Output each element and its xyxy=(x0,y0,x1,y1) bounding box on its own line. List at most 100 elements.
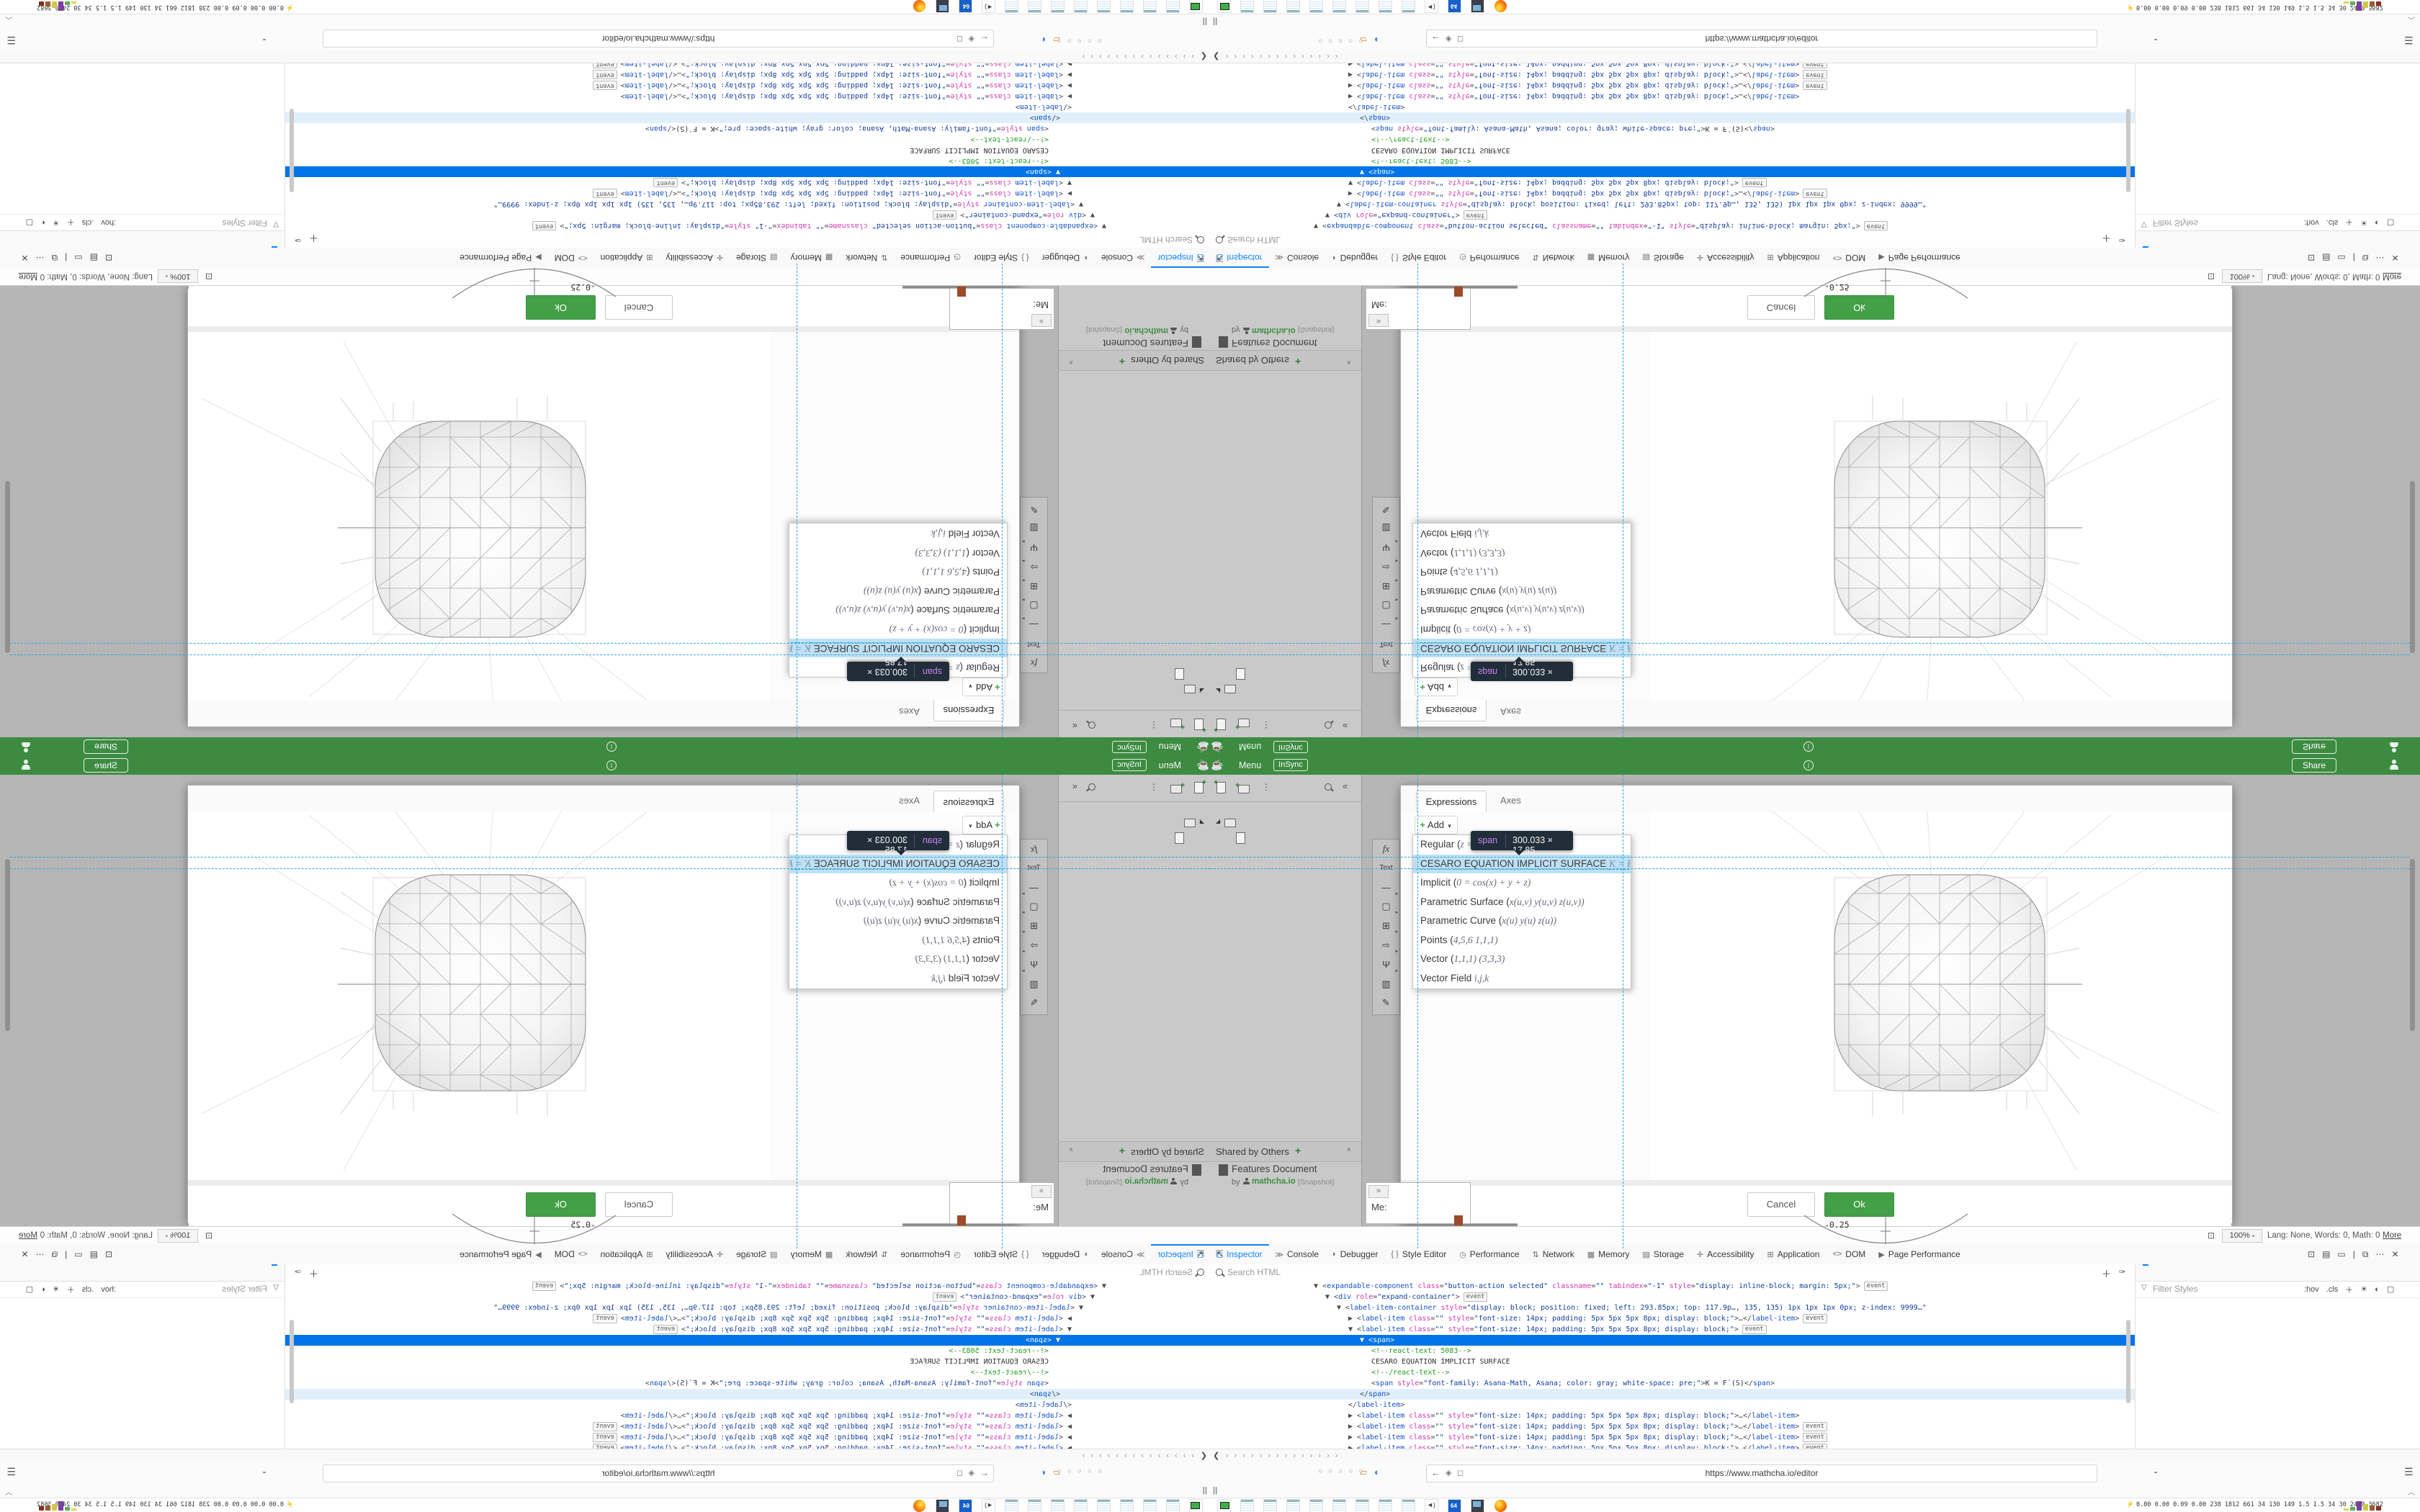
taskbar-app-icon[interactable] xyxy=(1217,0,1231,14)
breadcrumb-item[interactable] xyxy=(1332,1452,1338,1460)
devtools-toolbar-icon[interactable]: ⧉ xyxy=(2362,1248,2369,1259)
html-tree-row[interactable]: ▶ <label-item class="" style="font-size:… xyxy=(285,1443,1210,1449)
html-tree-row[interactable]: ▶ <label-item class="" style="font-size:… xyxy=(285,80,1210,91)
tab-expressions[interactable]: Expressions xyxy=(1416,791,1487,813)
devtools-toolbar-icon[interactable]: ✕ xyxy=(2391,1249,2399,1259)
eyedropper-icon[interactable]: ✑ xyxy=(294,1268,301,1277)
breadcrumb-item[interactable] xyxy=(1099,52,1105,60)
tree-document-icon[interactable] xyxy=(1175,668,1184,680)
chevron-up-icon[interactable]: ︿ xyxy=(5,15,12,23)
lock-icon[interactable]: ◻ xyxy=(1457,1469,1464,1477)
html-tree-row[interactable]: CESARO EQUATION IMPLICIT SURFACE xyxy=(910,1358,1049,1366)
html-tree-row[interactable]: ▶ <label-item class="" style="font-size:… xyxy=(1210,188,2135,199)
tracking-shield-icon[interactable]: ◈ xyxy=(1446,1469,1452,1477)
share-button[interactable]: Share xyxy=(2292,758,2336,773)
html-tree-row[interactable]: ▼ <span> xyxy=(1210,166,2135,177)
devtools-tab[interactable]: ⇅ Network xyxy=(1532,1249,1574,1259)
tool-button[interactable]: ⇨ ▸ xyxy=(1022,939,1038,954)
tree-document-icon[interactable] xyxy=(1236,668,1245,680)
devtools-toolbar-icon[interactable]: ▭ xyxy=(2337,1249,2346,1259)
taskbar-app-icon[interactable] xyxy=(959,1498,972,1512)
rules-toolbar-button[interactable]: :hov xyxy=(2304,1284,2319,1294)
breadcrumb-item[interactable] xyxy=(1290,52,1296,60)
devtools-tab[interactable]: ✛ Accessibility xyxy=(666,253,724,263)
shared-by-others-header[interactable]: Shared by Others + « xyxy=(1059,1141,1210,1162)
tree-scrollbar[interactable] xyxy=(290,109,294,192)
devtools-tab[interactable]: ▦ Memory xyxy=(790,253,833,263)
html-tree-row[interactable]: ▶ <label-item class="" style="font-size:… xyxy=(285,188,1210,199)
breadcrumb-scroll-left-icon[interactable]: ❮ xyxy=(1213,52,1220,60)
breadcrumb-item[interactable] xyxy=(1240,1452,1245,1460)
shared-by-others-header[interactable]: Shared by Others + « xyxy=(1210,1141,1361,1162)
doc-author[interactable]: mathcha.io xyxy=(1124,326,1168,335)
html-tree-row[interactable]: ▼ <label-item-container style="display: … xyxy=(493,200,1083,208)
doc-author[interactable]: mathcha.io xyxy=(1124,1177,1168,1186)
taskbar-app-icon[interactable] xyxy=(1051,1498,1065,1512)
taskbar-app-icon[interactable] xyxy=(1263,0,1277,14)
devtools-tab[interactable]: ▦ Memory xyxy=(790,1249,833,1259)
html-tree-row[interactable]: ▶ <label-item class="" style="font-size:… xyxy=(1210,63,2135,69)
dropdown-menu-item[interactable]: Vector (1,1,1) (3,3,3) xyxy=(915,548,1000,559)
tree-document-icon[interactable] xyxy=(1175,832,1184,844)
html-tree-row[interactable]: <span style="font-family: Asana-Math, As… xyxy=(645,125,1049,132)
extension-icon[interactable] xyxy=(263,1472,266,1473)
devtools-sidebar-tab[interactable] xyxy=(2218,231,2232,248)
devtools-sidebar-tab[interactable] xyxy=(2154,231,2169,248)
taskbar-app-icon[interactable] xyxy=(1355,0,1369,14)
tool-button[interactable]: ✎ xyxy=(1382,997,1390,1009)
rules-toolbar-button[interactable]: ＋ xyxy=(66,1285,75,1295)
tab-axes[interactable]: Axes xyxy=(1500,795,1521,806)
user-icon[interactable] xyxy=(2389,742,2399,752)
tree-scrollbar[interactable] xyxy=(290,1320,294,1403)
devtools-toolbar-icon[interactable]: ⋯ xyxy=(35,253,45,263)
html-tree-row[interactable]: <!--/react-text--> xyxy=(1371,1369,1450,1377)
tool-button[interactable]: ⇨ ▸ xyxy=(1382,558,1398,573)
devtools-tab[interactable]: ≫ Console xyxy=(1275,253,1319,263)
taskbar-app-icon[interactable] xyxy=(1217,1498,1231,1512)
breadcrumb-item[interactable] xyxy=(1141,1452,1147,1460)
taskbar-app-icon[interactable] xyxy=(1028,0,1041,14)
devtools-sidebar-tab[interactable] xyxy=(188,1264,202,1281)
devtools-tab[interactable]: ▶ Page Performance xyxy=(460,253,542,263)
taskbar-app-icon[interactable] xyxy=(982,1498,995,1512)
devtools-tab[interactable]: ✛ Accessibility xyxy=(1696,253,1754,263)
eyedropper-icon[interactable]: ✑ xyxy=(2119,1268,2126,1277)
taskbar-app-icon[interactable] xyxy=(1166,0,1180,14)
eyedropper-icon[interactable]: ✑ xyxy=(2119,235,2126,244)
url-field[interactable]: ← ◈ ◻ https://www.mathcha.io/editor xyxy=(323,1464,994,1482)
breadcrumb-item[interactable] xyxy=(1248,1452,1254,1460)
devtools-sidebar-tab[interactable] xyxy=(267,231,282,248)
devtools-tab[interactable]: ◷ Performance xyxy=(900,253,961,263)
breadcrumb-item[interactable] xyxy=(1158,52,1164,60)
dropdown-menu-item[interactable]: Parametric Curve (x(u) y(u) z(u)) xyxy=(1420,586,1556,597)
html-tree-row[interactable]: <span style="font-family: Asana-Math, As… xyxy=(1371,1380,1775,1387)
rules-toolbar-button[interactable]: ◐ xyxy=(2375,218,2380,228)
devtools-sidebar-tab[interactable] xyxy=(251,1264,266,1281)
breadcrumb-item[interactable] xyxy=(1141,52,1147,60)
tool-button[interactable]: ✎ xyxy=(1030,997,1038,1009)
new-folder-icon[interactable] xyxy=(1170,719,1182,727)
breadcrumb-item[interactable] xyxy=(1077,1452,1080,1460)
devtools-sidebar-tab[interactable] xyxy=(2233,1264,2248,1281)
tree-folder-icon[interactable] xyxy=(1184,819,1196,827)
chevron-down-icon[interactable]: « xyxy=(1067,360,1075,365)
dropdown-menu-item[interactable]: Parametric Surface (x(u,v) y(u,v) z(u,v)… xyxy=(1420,896,1585,907)
add-node-icon[interactable]: ＋ xyxy=(308,1269,318,1279)
info-icon[interactable]: i xyxy=(1803,742,1814,752)
collapse-sidebar-icon[interactable]: « xyxy=(1072,721,1077,732)
html-tree-row[interactable]: ▶ <label-item class="" style="font-size:… xyxy=(1210,1443,2135,1449)
search-icon[interactable] xyxy=(1088,721,1095,729)
more-link[interactable]: More xyxy=(18,272,37,281)
html-tree-row[interactable]: ▶ <label-item class="" style="font-size:… xyxy=(620,1412,1072,1420)
devtools-tab[interactable]: ✛ Accessibility xyxy=(666,1249,724,1259)
shared-by-others-header[interactable]: Shared by Others + « xyxy=(1059,350,1210,371)
breadcrumb-item[interactable] xyxy=(1150,52,1155,60)
features-document-item[interactable]: Features Document xyxy=(1103,338,1188,348)
devtools-sidebar-tab[interactable] xyxy=(2138,231,2153,248)
breadcrumb-item[interactable] xyxy=(1116,1452,1121,1460)
taskbar-app-icon[interactable] xyxy=(1379,1498,1392,1512)
tool-button[interactable]: ⇨ ▸ xyxy=(1382,939,1398,954)
devtools-sidebar-tab[interactable] xyxy=(236,231,250,248)
html-tree-row[interactable]: ▼ <label-item class="" style="font-size:… xyxy=(285,1324,1210,1335)
devtools-sidebar-tab[interactable] xyxy=(188,231,202,248)
